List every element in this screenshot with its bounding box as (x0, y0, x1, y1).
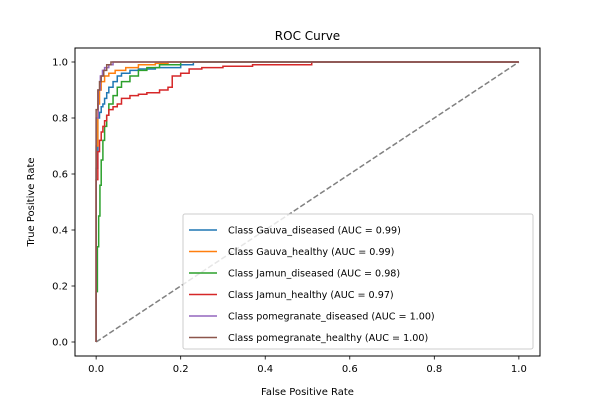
y-tick-label: 0.6 (52, 170, 68, 181)
x-tick-label: 0.0 (88, 364, 104, 375)
x-tick-label: 1.0 (511, 364, 527, 375)
roc-series-line-6 (95, 61, 519, 342)
series-layer (95, 61, 519, 342)
legend-entry-1: Class Gauva_diseased (AUC = 0.99) (228, 226, 401, 237)
x-axis-label: False Positive Rate (261, 387, 354, 398)
x-tick-label: 0.8 (426, 364, 442, 375)
chart-title: ROC Curve (275, 29, 340, 43)
legend-box (182, 213, 534, 350)
x-tick-label: 0.2 (173, 364, 189, 375)
y-tick-label: 0.4 (52, 226, 68, 237)
y-tick-label: 0.2 (52, 282, 68, 293)
reference-diagonal-line (95, 61, 520, 343)
reference-layer (95, 61, 520, 343)
x-tick-label: 0.4 (257, 364, 273, 375)
legend-entry-3: Class Jamun_diseased (AUC = 0.98) (228, 269, 400, 280)
legend-entry-2: Class Gauva_healthy (AUC = 0.99) (228, 247, 394, 258)
x-tick-label: 0.6 (342, 364, 358, 375)
y-axis-ticks: 0.0 0.2 0.4 0.6 0.8 1.0 (52, 58, 75, 349)
y-tick-label: 0.0 (52, 338, 68, 349)
x-axis-ticks: 0.0 0.2 0.4 0.6 0.8 1.0 (88, 356, 527, 375)
legend: Class Gauva_diseased (AUC = 0.99) Class G… (182, 213, 534, 350)
legend-entry-6: Class pomegranate_healthy (AUC = 1.00) (228, 333, 428, 344)
legend-entry-4: Class Jamun_healthy (AUC = 0.97) (228, 290, 394, 301)
roc-series-line-3 (95, 61, 519, 342)
y-axis-label: True Positive Rate (26, 157, 37, 247)
y-tick-label: 0.8 (52, 114, 68, 125)
legend-entry-5: Class pomegranate_diseased (AUC = 1.00) (228, 312, 435, 323)
plot-area: 0.0 0.2 0.4 0.6 0.8 1.0 0.0 0.2 0.4 0.6 0.8 1.0 (52, 47, 541, 375)
roc-series-line-4 (95, 61, 519, 342)
y-tick-label: 1.0 (52, 58, 68, 69)
plot-frame (74, 47, 541, 357)
legend-items: Class Gauva_diseased (AUC = 0.99) Class G… (189, 226, 435, 344)
